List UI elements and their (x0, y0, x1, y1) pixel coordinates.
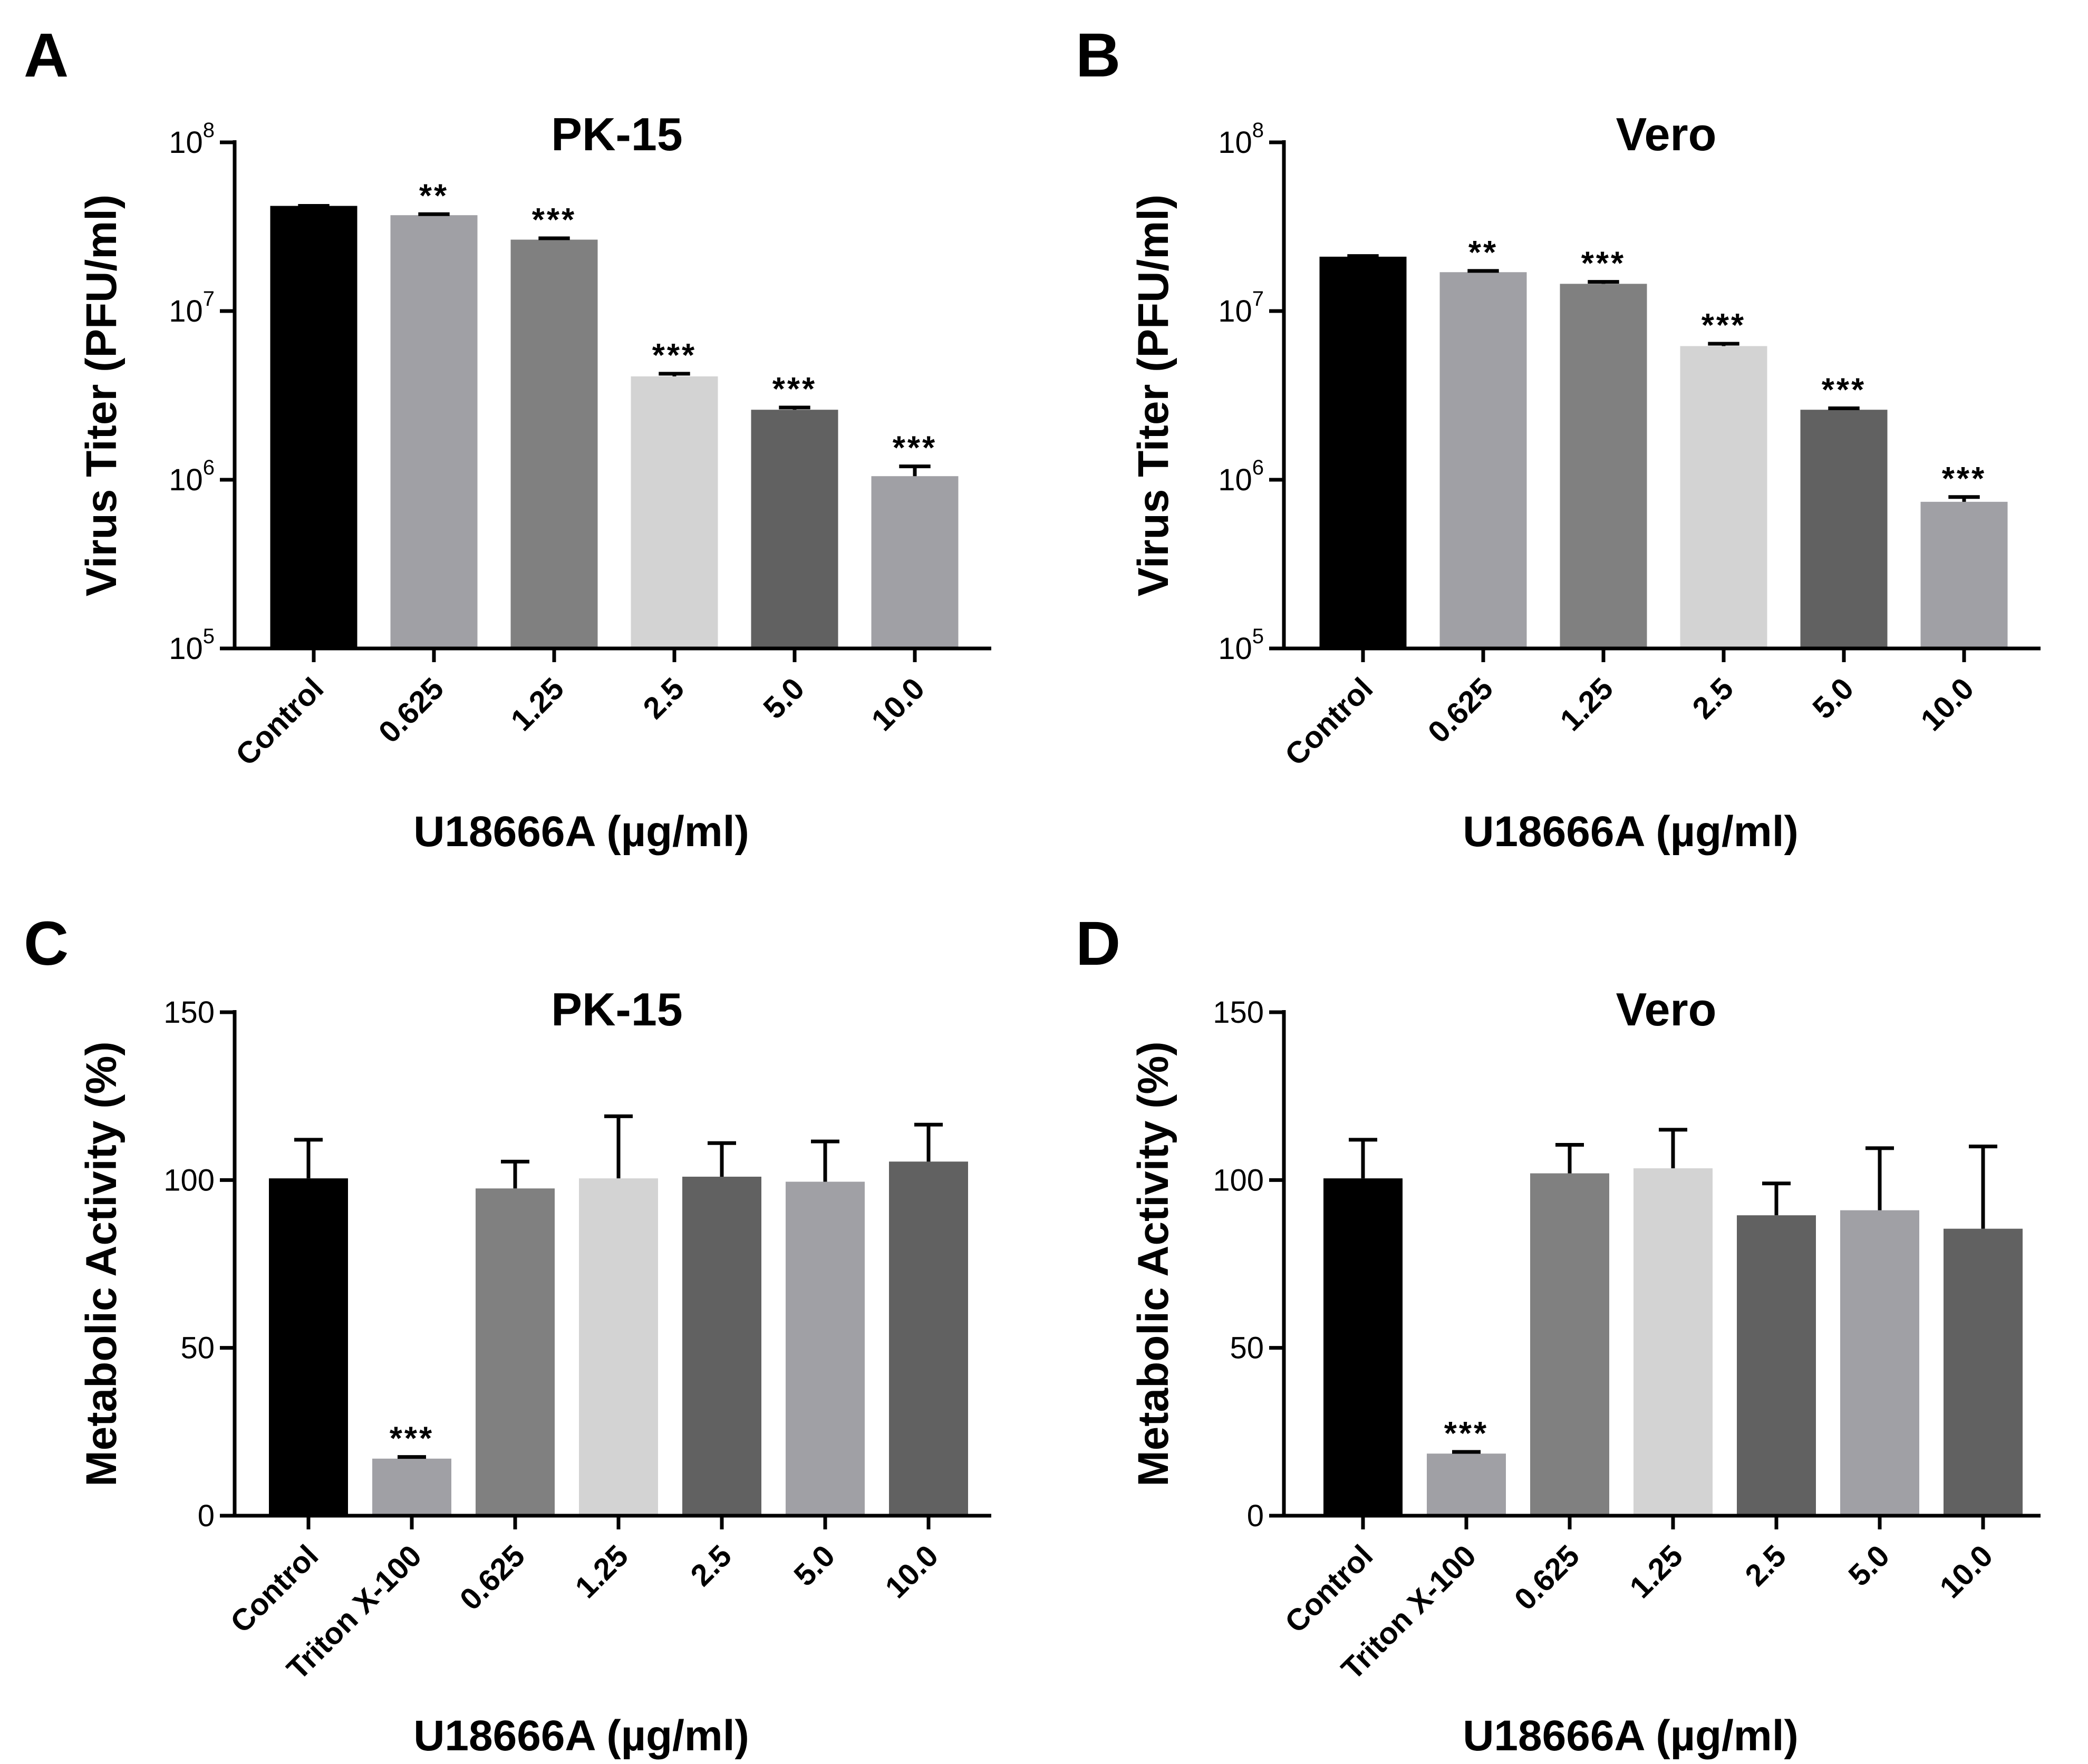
x-tick-label: 1.25 (568, 1538, 635, 1605)
x-tick-label: 10.0 (1933, 1538, 1999, 1605)
significance-label: *** (1942, 461, 1986, 497)
x-tick-label: 10.0 (1914, 671, 1980, 738)
bar-2-5 (682, 1176, 761, 1516)
x-tick-label: 0.625 (372, 671, 451, 750)
x-tick-label: 10.0 (878, 1538, 945, 1605)
y-tick-label: 150 (1213, 995, 1264, 1030)
y-tick-label: 0 (1247, 1499, 1264, 1533)
bar-0-625 (1530, 1173, 1609, 1516)
x-tick-label: 2.5 (1738, 1538, 1793, 1593)
x-tick-label: 0.625 (1508, 1538, 1587, 1617)
bar-1-25 (1560, 284, 1647, 648)
y-axis-label: Metabolic Activity (%) (1129, 1041, 1177, 1486)
bar-1-25 (579, 1178, 658, 1516)
y-tick-label: 108 (1218, 119, 1264, 160)
bar-0-625 (1439, 272, 1527, 648)
bar-0-625 (476, 1188, 555, 1516)
bar-5-0 (1800, 410, 1888, 648)
x-tick-label: 2.5 (636, 671, 691, 725)
y-tick-label: 100 (163, 1163, 215, 1197)
significance-label: *** (652, 337, 697, 374)
x-tick-label: 1.25 (1553, 671, 1620, 738)
y-axis-label: Metabolic Activity (%) (78, 1041, 125, 1486)
x-tick-label: Control (229, 671, 330, 772)
bar-1-25 (510, 239, 598, 649)
bar-control (1319, 256, 1407, 648)
y-tick-label: 105 (1218, 625, 1264, 666)
y-tick-label: 107 (1218, 287, 1264, 328)
bar-10-0 (889, 1161, 968, 1516)
significance-label: *** (893, 430, 937, 467)
x-tick-label: Control (224, 1538, 325, 1640)
y-tick-label: 150 (163, 995, 215, 1030)
y-axis-label: Virus Titer (PFU/ml) (1129, 195, 1177, 596)
significance-label: ** (419, 178, 449, 214)
x-tick-label: 1.25 (504, 671, 571, 738)
bar-5-0 (786, 1181, 865, 1516)
y-tick-label: 108 (169, 119, 215, 160)
x-tick-label: 1.25 (1623, 1538, 1689, 1605)
x-tick-label: 2.5 (684, 1538, 738, 1593)
y-tick-label: 106 (1218, 456, 1264, 497)
significance-label: *** (772, 371, 817, 408)
bar-control (1323, 1178, 1403, 1516)
x-tick-label: 10.0 (865, 671, 931, 738)
x-tick-label: 0.625 (1422, 671, 1500, 750)
bar-10-0 (1920, 501, 2008, 648)
bar-0-625 (390, 215, 478, 649)
x-tick-label: 5.0 (757, 671, 811, 725)
significance-label: *** (1444, 1416, 1488, 1452)
x-tick-label: Control (1278, 671, 1379, 772)
bar-triton-x-100 (372, 1458, 451, 1516)
significance-label: *** (1822, 372, 1866, 409)
x-tick-label: 5.0 (1842, 1538, 1896, 1593)
chart-title: PK-15 (551, 983, 682, 1035)
panel-letter: B (1076, 21, 1120, 90)
chart-title: Vero (1616, 983, 1717, 1035)
bar-2-5 (1737, 1215, 1816, 1516)
x-axis-label: U18666A (µg/ml) (413, 808, 749, 856)
panel-letter: C (24, 909, 69, 978)
bar-2-5 (1680, 346, 1767, 648)
x-axis-label: U18666A (µg/ml) (413, 1712, 749, 1760)
bar-5-0 (751, 410, 838, 648)
y-tick-label: 50 (1230, 1331, 1264, 1365)
significance-label: *** (532, 202, 576, 238)
y-tick-label: 106 (169, 456, 215, 497)
x-tick-label: 0.625 (453, 1538, 532, 1617)
y-axis-label: Virus Titer (PFU/ml) (78, 195, 125, 596)
panel-letter: D (1076, 909, 1120, 978)
x-axis-label: U18666A (µg/ml) (1463, 808, 1799, 856)
bar-triton-x-100 (1427, 1453, 1506, 1516)
panel-letter: A (24, 21, 69, 90)
x-tick-label: Control (1278, 1538, 1379, 1640)
bar-1-25 (1633, 1168, 1713, 1516)
bar-control (270, 206, 357, 648)
bar-10-0 (1944, 1228, 2023, 1516)
bar-5-0 (1840, 1210, 1919, 1516)
significance-label: *** (390, 1421, 434, 1457)
bar-2-5 (631, 376, 718, 648)
y-tick-label: 100 (1213, 1163, 1264, 1197)
significance-label: *** (1702, 307, 1746, 344)
x-tick-label: 2.5 (1686, 671, 1740, 725)
y-tick-label: 107 (169, 287, 215, 328)
x-tick-label: 5.0 (787, 1538, 842, 1593)
significance-label: *** (1581, 246, 1626, 282)
bar-control (269, 1178, 348, 1516)
y-tick-label: 105 (169, 625, 215, 666)
significance-label: ** (1468, 235, 1498, 271)
y-tick-label: 0 (198, 1499, 215, 1533)
x-tick-label: 5.0 (1806, 671, 1860, 725)
chart-title: PK-15 (551, 108, 682, 160)
bar-10-0 (871, 476, 959, 648)
y-tick-label: 50 (180, 1331, 215, 1365)
chart-title: Vero (1616, 108, 1717, 160)
x-axis-label: U18666A (µg/ml) (1463, 1712, 1799, 1760)
